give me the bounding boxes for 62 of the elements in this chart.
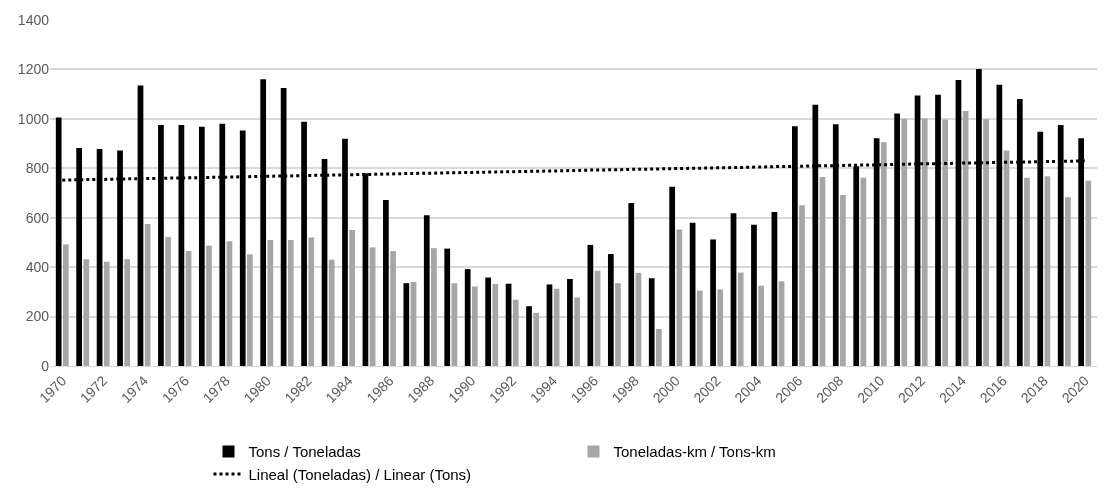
bar: [758, 285, 764, 366]
y-tick-label: 400: [25, 259, 50, 276]
bar: [751, 224, 757, 366]
bar: [247, 254, 253, 366]
y-tick-label: 1200: [17, 61, 50, 78]
bar: [62, 244, 69, 366]
bar: [880, 142, 887, 366]
bar: [165, 236, 171, 366]
legend-label: Toneladas-km / Tons-km: [613, 443, 776, 461]
bar: [526, 306, 532, 366]
bar: [267, 239, 274, 366]
bar: [103, 261, 110, 366]
legend-label: Lineal (Toneladas) / Linear (Tons): [248, 465, 472, 483]
bar: [648, 278, 655, 366]
y-tick-label: 800: [25, 160, 50, 177]
bar: [390, 251, 396, 366]
bar: [574, 297, 580, 366]
bar: [901, 118, 908, 366]
bar: [206, 245, 212, 366]
bar: [383, 199, 389, 366]
y-tick-label: 0: [41, 357, 50, 374]
y-tick-label: 1400: [17, 11, 50, 28]
bar: [710, 239, 716, 366]
bar: [1065, 197, 1071, 366]
bar: [676, 229, 683, 366]
bar: [423, 215, 430, 366]
bar: [669, 186, 676, 366]
bar: [144, 223, 151, 366]
y-tick-label: 200: [25, 308, 50, 325]
bar: [83, 259, 90, 366]
bar: [696, 290, 703, 366]
bar: [799, 205, 805, 366]
bar: [942, 119, 949, 366]
legend-label: Tons / Toneladas: [248, 443, 361, 461]
bar: [464, 269, 471, 366]
bar: [124, 259, 131, 366]
bar: [308, 237, 315, 366]
bar: [403, 283, 410, 366]
bar: [485, 277, 491, 366]
bar: [983, 119, 989, 366]
bar: [471, 286, 478, 366]
bar: [349, 230, 355, 366]
bar: [512, 299, 519, 366]
bar: [431, 248, 437, 366]
bar: [607, 254, 614, 366]
bar: [921, 118, 928, 366]
bar: [615, 283, 621, 366]
bar: [840, 194, 846, 366]
bar: [492, 283, 499, 366]
bar: [737, 272, 744, 366]
bar: [533, 312, 540, 366]
bar: [1085, 180, 1092, 366]
bar: [1024, 177, 1030, 366]
bar: [656, 328, 662, 366]
y-tick-label: 1000: [17, 110, 50, 127]
bar: [567, 279, 573, 366]
bar: [444, 248, 451, 366]
bar: [628, 202, 635, 366]
bar: [287, 239, 294, 366]
bar: [717, 289, 724, 366]
y-tick-label: 600: [25, 209, 50, 226]
bar: [328, 259, 335, 366]
